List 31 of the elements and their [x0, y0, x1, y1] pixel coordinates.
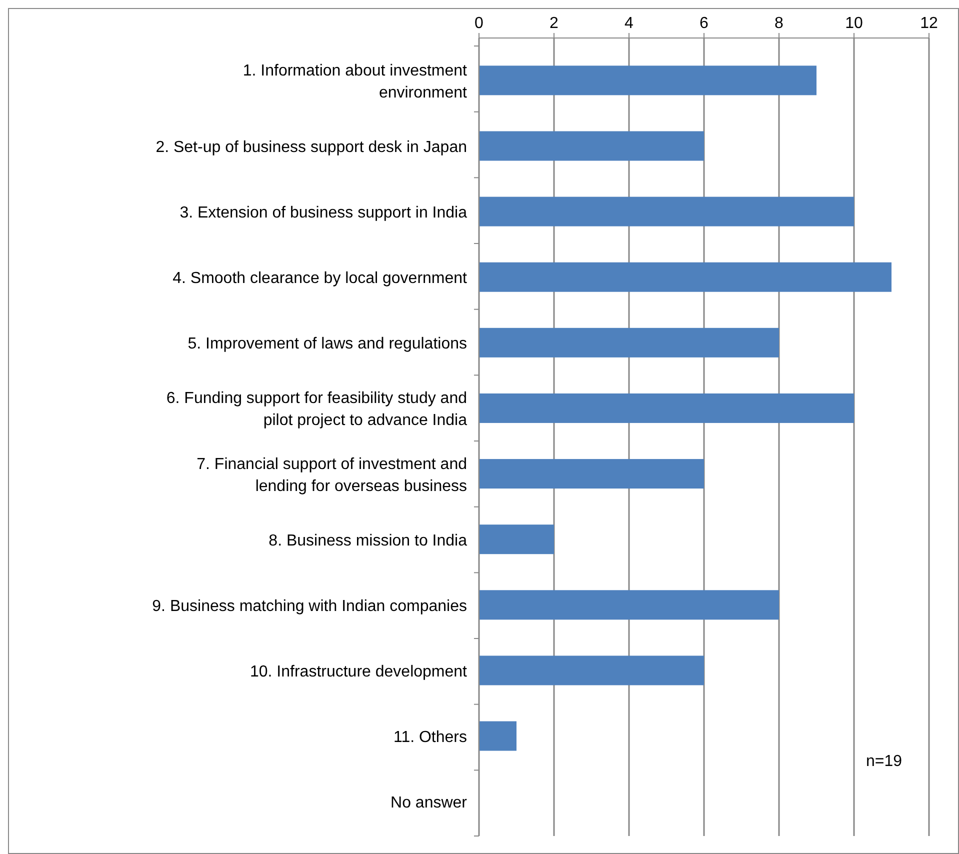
bar: [479, 524, 554, 554]
bar: [479, 66, 816, 96]
bar: [479, 328, 779, 358]
bar: [479, 393, 854, 423]
bar: [479, 656, 704, 686]
y-tick-label: 4. Smooth clearance by local government: [172, 270, 468, 288]
y-tick-label: 8. Business mission to India: [268, 532, 468, 550]
annotation: n=19: [866, 753, 902, 770]
bar: [479, 590, 779, 620]
x-tick-label: 10: [845, 15, 863, 32]
x-tick-label: 8: [774, 15, 784, 32]
y-tick-label: 11. Others: [393, 729, 467, 746]
x-tick-label: 4: [624, 15, 634, 32]
bar: [479, 196, 854, 226]
bar: [479, 262, 892, 292]
bar: [479, 721, 516, 751]
y-tick-label: 2. Set-up of business support desk in Japan: [156, 138, 467, 156]
y-tick-label: 9. Business matching with Indian companies: [152, 598, 467, 615]
y-tick-label: 10. Infrastructure development: [250, 663, 468, 680]
x-tick-label: 12: [920, 15, 938, 32]
y-tick-label: 1. Information about investment environment: [242, 62, 468, 102]
y-tick-label: 7. Financial support of investment and lending for overseas business: [196, 456, 467, 495]
x-tick-label: 2: [550, 15, 559, 32]
x-tick-label: 0: [474, 15, 484, 32]
y-tick-label: 3. Extension of business support in India: [180, 204, 468, 222]
x-tick-label: 6: [700, 15, 709, 32]
bar: [479, 131, 704, 161]
bar: [479, 459, 704, 489]
y-tick-label: 6. Funding support for feasibility study and pilot project to advance India: [166, 390, 468, 430]
y-tick-label: No answer: [390, 794, 468, 812]
y-tick-label: 5. Improvement of laws and regulations: [188, 336, 467, 353]
